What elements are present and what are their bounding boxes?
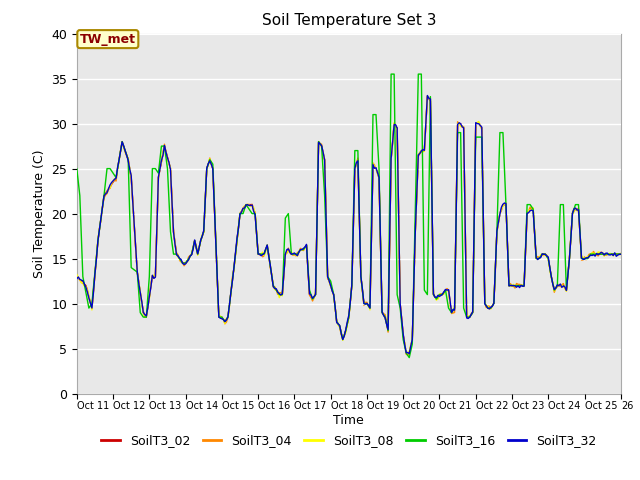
SoilT3_32	[174, 253, 182, 259]
Line: SoilT3_02: SoilT3_02	[77, 96, 621, 353]
SoilT3_16	[387, 71, 395, 77]
SoilT3_16	[88, 300, 96, 306]
X-axis label: Time: Time	[333, 414, 364, 427]
SoilT3_32	[88, 305, 96, 311]
SoilT3_02	[73, 274, 81, 279]
SoilT3_02	[88, 305, 96, 311]
Line: SoilT3_08: SoilT3_08	[77, 96, 621, 353]
SoilT3_08	[403, 350, 410, 356]
SoilT3_16	[383, 321, 390, 327]
SoilT3_32	[383, 321, 390, 327]
SoilT3_02	[424, 94, 431, 99]
SoilT3_08	[174, 254, 182, 260]
SoilT3_08	[88, 307, 96, 313]
SoilT3_32	[73, 276, 81, 282]
SoilT3_16	[405, 355, 413, 360]
Line: SoilT3_04: SoilT3_04	[77, 96, 621, 355]
SoilT3_08	[554, 283, 561, 288]
SoilT3_32	[617, 252, 625, 257]
SoilT3_04	[88, 304, 96, 310]
SoilT3_16	[174, 253, 182, 259]
SoilT3_02	[174, 253, 182, 259]
Y-axis label: Soil Temperature (C): Soil Temperature (C)	[33, 149, 45, 278]
SoilT3_08	[73, 272, 81, 277]
Line: SoilT3_16: SoilT3_16	[77, 74, 621, 358]
SoilT3_32	[405, 351, 413, 357]
SoilT3_04	[554, 284, 561, 289]
SoilT3_04	[383, 319, 390, 325]
SoilT3_32	[424, 93, 431, 98]
SoilT3_16	[73, 166, 81, 171]
SoilT3_16	[416, 71, 424, 77]
SoilT3_16	[617, 251, 625, 257]
SoilT3_02	[403, 350, 410, 356]
SoilT3_02	[383, 321, 390, 327]
SoilT3_02	[554, 283, 561, 288]
SoilT3_02	[415, 152, 422, 158]
SoilT3_04	[73, 274, 81, 279]
SoilT3_04	[415, 154, 422, 159]
SoilT3_32	[415, 152, 422, 158]
SoilT3_08	[415, 152, 422, 157]
SoilT3_16	[554, 283, 561, 288]
SoilT3_04	[404, 352, 412, 358]
SoilT3_04	[401, 341, 408, 347]
Line: SoilT3_32: SoilT3_32	[77, 96, 621, 354]
SoilT3_08	[424, 93, 431, 99]
SoilT3_08	[383, 320, 390, 326]
SoilT3_08	[401, 340, 408, 346]
Legend: SoilT3_02, SoilT3_04, SoilT3_08, SoilT3_16, SoilT3_32: SoilT3_02, SoilT3_04, SoilT3_08, SoilT3_…	[96, 429, 602, 452]
SoilT3_32	[554, 282, 561, 288]
SoilT3_04	[424, 93, 431, 99]
SoilT3_04	[174, 252, 182, 258]
SoilT3_08	[617, 252, 625, 257]
SoilT3_32	[401, 342, 408, 348]
Title: Soil Temperature Set 3: Soil Temperature Set 3	[262, 13, 436, 28]
SoilT3_04	[617, 251, 625, 256]
SoilT3_02	[401, 341, 408, 347]
SoilT3_02	[617, 251, 625, 257]
Text: TW_met: TW_met	[80, 33, 136, 46]
SoilT3_16	[403, 350, 410, 356]
